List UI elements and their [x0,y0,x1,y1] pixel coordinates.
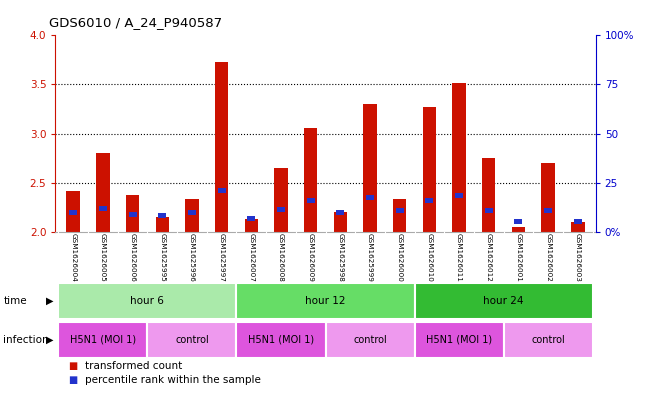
Bar [571,222,585,232]
Bar [482,158,495,232]
Text: GSM1625995: GSM1625995 [159,233,165,282]
Text: GSM1626009: GSM1626009 [308,233,314,282]
Bar [158,213,166,218]
Bar [128,212,137,217]
Text: GSM1626005: GSM1626005 [100,233,106,282]
Bar [485,208,493,213]
Bar [422,107,436,232]
Bar [363,104,377,232]
Bar [512,227,525,232]
Text: ▶: ▶ [46,296,53,306]
Text: GSM1625997: GSM1625997 [219,233,225,282]
FancyBboxPatch shape [59,283,236,319]
Text: infection: infection [3,335,49,345]
Text: GSM1626008: GSM1626008 [278,233,284,282]
Bar [366,195,374,200]
Bar [126,195,139,232]
Text: GSM1626004: GSM1626004 [70,233,76,282]
Text: hour 24: hour 24 [484,296,524,306]
Bar [245,219,258,232]
Bar [66,191,80,232]
Bar [247,216,255,220]
Text: time: time [3,296,27,306]
Text: percentile rank within the sample: percentile rank within the sample [85,375,260,385]
Text: GSM1626012: GSM1626012 [486,233,492,282]
FancyBboxPatch shape [415,322,504,358]
Text: control: control [353,335,387,345]
Text: GSM1625996: GSM1625996 [189,233,195,282]
Bar [452,83,465,232]
FancyBboxPatch shape [236,283,415,319]
Text: GSM1626007: GSM1626007 [248,233,255,282]
Bar [215,62,229,232]
Bar [96,153,109,232]
FancyBboxPatch shape [236,322,326,358]
Text: GSM1626011: GSM1626011 [456,233,462,282]
Text: GSM1625998: GSM1625998 [337,233,343,282]
Bar [217,188,226,193]
Text: ▶: ▶ [46,335,53,345]
Bar [514,219,523,224]
Bar [188,210,196,215]
Text: H5N1 (MOI 1): H5N1 (MOI 1) [70,335,136,345]
Bar [304,128,317,232]
Bar [425,198,434,203]
Bar [186,199,199,232]
Bar [396,208,404,213]
FancyBboxPatch shape [59,322,147,358]
Text: GSM1626001: GSM1626001 [516,233,521,282]
Text: ■: ■ [68,362,77,371]
Bar [455,193,463,198]
Text: GDS6010 / A_24_P940587: GDS6010 / A_24_P940587 [49,16,222,29]
FancyBboxPatch shape [326,322,415,358]
Text: GSM1625999: GSM1625999 [367,233,373,282]
Bar [574,219,582,224]
Bar [334,212,347,232]
Text: GSM1626006: GSM1626006 [130,233,135,282]
Bar [307,198,314,203]
Text: GSM1626000: GSM1626000 [396,233,403,282]
Bar [156,217,169,232]
Text: GSM1626002: GSM1626002 [545,233,551,282]
Bar [393,199,406,232]
Text: H5N1 (MOI 1): H5N1 (MOI 1) [426,335,492,345]
Bar [277,207,285,212]
Text: hour 6: hour 6 [130,296,164,306]
Text: ■: ■ [68,375,77,385]
FancyBboxPatch shape [147,322,236,358]
FancyBboxPatch shape [415,283,592,319]
Text: transformed count: transformed count [85,362,182,371]
Bar [69,210,77,215]
Text: control: control [531,335,565,345]
Bar [544,208,552,213]
Bar [274,168,288,232]
Text: H5N1 (MOI 1): H5N1 (MOI 1) [248,335,314,345]
Bar [99,206,107,211]
Text: GSM1626010: GSM1626010 [426,233,432,282]
FancyBboxPatch shape [504,322,592,358]
Bar [337,210,344,215]
Text: GSM1626003: GSM1626003 [575,233,581,282]
Bar [542,163,555,232]
Text: control: control [175,335,209,345]
Text: hour 12: hour 12 [305,296,346,306]
